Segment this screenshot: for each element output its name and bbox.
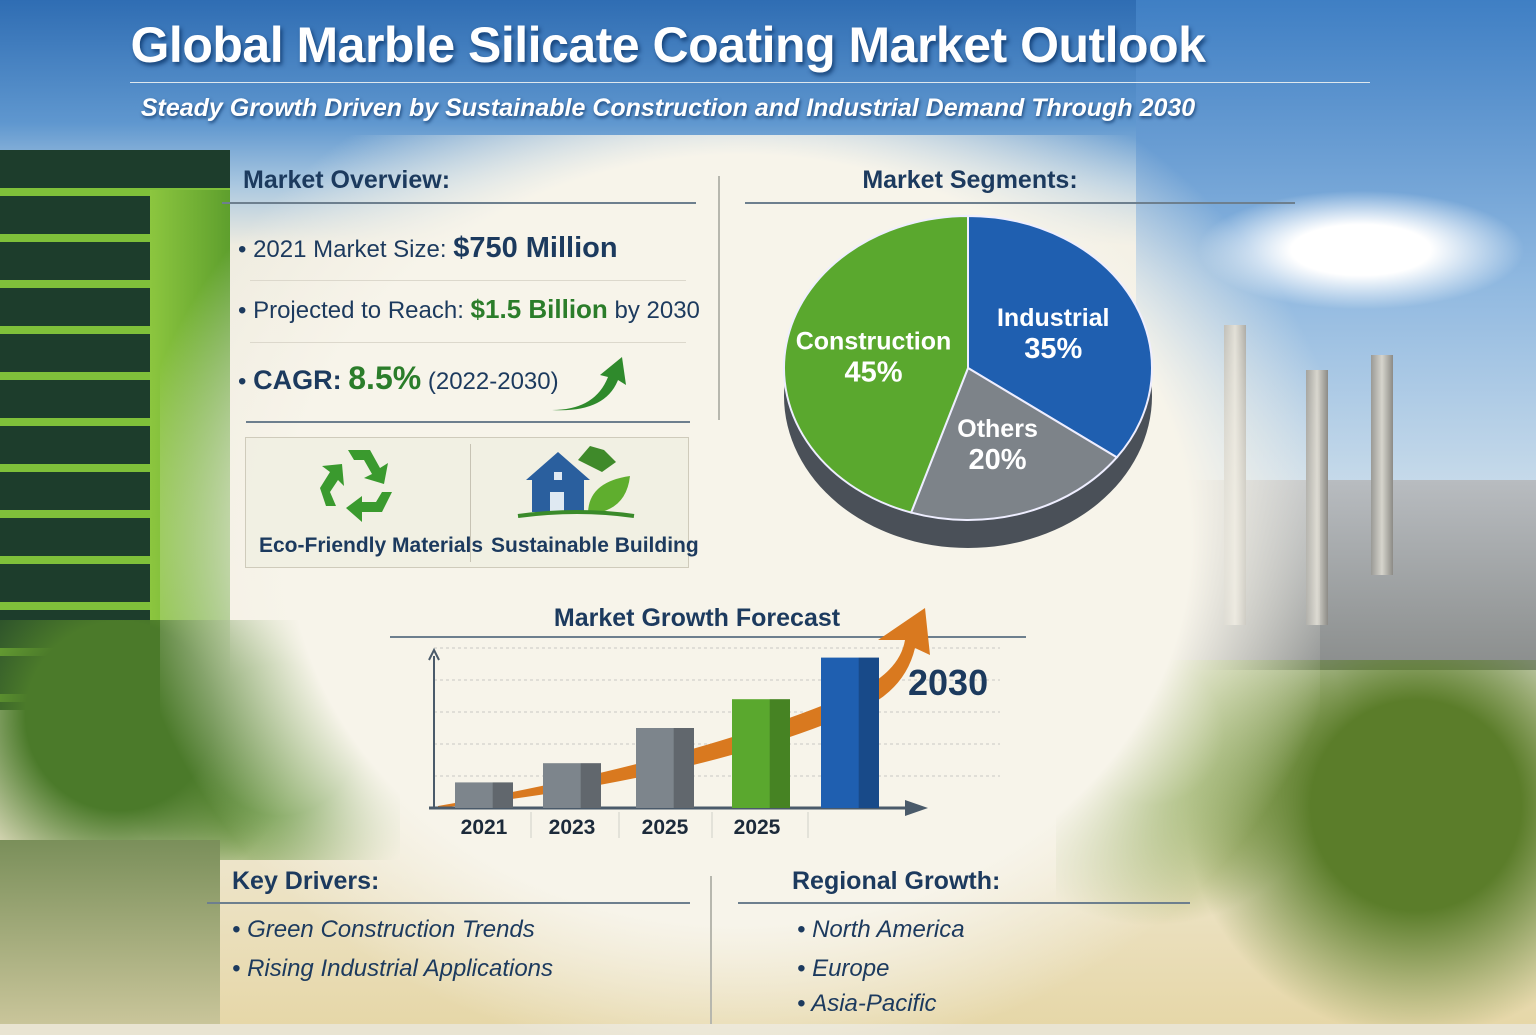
drivers-heading: Key Drivers: [232, 867, 380, 895]
projected-label: Projected to Reach: [253, 297, 464, 324]
cagr-value: 8.5% [348, 360, 422, 396]
region-item: • Europe [797, 955, 890, 982]
projected-suffix: by 2030 [614, 297, 700, 324]
segments-heading: Market Segments: [862, 166, 1078, 194]
divider [738, 902, 1190, 904]
pie-slice [967, 214, 1153, 459]
smokestack [1371, 355, 1393, 575]
bar-shade [858, 657, 879, 808]
divider [250, 342, 686, 343]
divider [718, 176, 720, 420]
overview-heading: Market Overview: [243, 166, 451, 194]
region-item: • North America [797, 916, 965, 943]
driver-item: • Green Construction Trends [232, 916, 535, 943]
driver-text: Green Construction Trends [247, 916, 535, 943]
x-tick-label: 2025 [734, 816, 781, 839]
bar [543, 763, 601, 808]
x-axis-arrow [905, 800, 928, 816]
cagr-period: (2022-2030) [427, 368, 559, 395]
feature-label: Eco-Friendly Materials [259, 534, 484, 557]
pie-slice [783, 214, 969, 514]
bar-shade [580, 763, 601, 808]
bar [821, 657, 879, 808]
pie-label: Industrial [997, 304, 1110, 332]
pie-slice [909, 366, 1119, 521]
driver-item: • Rising Industrial Applications [232, 955, 554, 982]
year-annotation: 2030 [908, 662, 989, 703]
region-item: • Asia-Pacific [797, 990, 937, 1017]
pie-value: 20% [969, 444, 1027, 476]
pie-value: 35% [1024, 333, 1082, 365]
divider [222, 202, 696, 204]
divider [246, 421, 690, 423]
x-tick-label: 2023 [549, 816, 596, 839]
x-tick-label: 2025 [642, 816, 689, 839]
divider [250, 280, 686, 281]
market-size-value: $750 Million [453, 232, 618, 264]
house-leaf-icon [517, 446, 635, 518]
y-axis-arrow [428, 647, 440, 661]
pie-label: Others [957, 415, 1038, 443]
bar-shade [492, 782, 513, 808]
divider [207, 902, 690, 904]
feature-label: Sustainable Building [491, 534, 699, 557]
bar [636, 728, 694, 808]
region-text: North America [812, 916, 965, 943]
feature-box: Eco-Friendly Materials Sustainable Build… [245, 437, 699, 568]
page-title: Global Marble Silicate Coating Market Ou… [130, 17, 1206, 73]
divider [390, 636, 1026, 638]
regional-heading: Regional Growth: [792, 867, 1001, 895]
region-text: Europe [812, 955, 890, 982]
bar [455, 782, 513, 808]
bar-shade [673, 728, 694, 808]
driver-text: Rising Industrial Applications [247, 955, 554, 982]
projected-value: $1.5 Billion [470, 294, 608, 324]
cagr-bullet: • CAGR: 8.5% (2022-2030) [238, 360, 559, 396]
market-size-label: 2021 Market Size: [253, 236, 447, 263]
bar-shade [769, 699, 790, 808]
page-subtitle: Steady Growth Driven by Sustainable Cons… [140, 94, 1196, 122]
market-size-bullet: • 2021 Market Size: $750 Million [238, 232, 618, 264]
recycle-icon [320, 450, 392, 522]
forecast-heading: Market Growth Forecast [553, 604, 841, 632]
region-text: Asia-Pacific [811, 990, 937, 1017]
content-panel [160, 135, 1320, 1035]
cagr-label: CAGR: [253, 365, 342, 395]
title-divider [130, 82, 1370, 83]
divider [710, 876, 712, 1024]
divider [745, 202, 1295, 204]
pie-value: 45% [844, 357, 902, 389]
divider [470, 444, 471, 562]
bar [732, 699, 790, 808]
x-tick-label: 2021 [461, 816, 508, 839]
projected-bullet: • Projected to Reach: $1.5 Billion by 20… [238, 294, 700, 324]
pie-label: Construction [796, 328, 952, 356]
growth-arrow-icon [552, 357, 626, 411]
